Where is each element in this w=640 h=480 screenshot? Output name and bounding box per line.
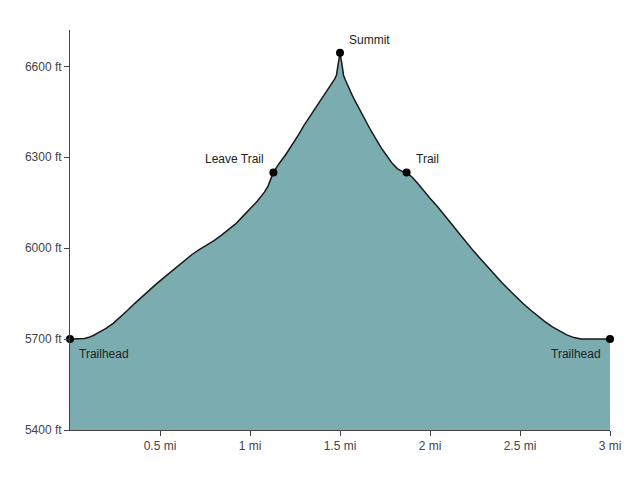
svg-text:Trail: Trail [416,152,439,166]
svg-text:Leave Trail: Leave Trail [205,152,264,166]
svg-text:5400 ft: 5400 ft [25,423,62,437]
svg-text:2 mi: 2 mi [419,439,442,453]
svg-text:1.5 mi: 1.5 mi [324,439,357,453]
svg-text:Trailhead: Trailhead [551,347,601,361]
svg-text:6000 ft: 6000 ft [25,241,62,255]
svg-text:5700 ft: 5700 ft [25,332,62,346]
svg-text:6300 ft: 6300 ft [25,150,62,164]
svg-text:Trailhead: Trailhead [79,347,129,361]
svg-text:3 mi: 3 mi [599,439,622,453]
svg-text:2.5 mi: 2.5 mi [504,439,537,453]
svg-text:1 mi: 1 mi [239,439,262,453]
svg-text:6600 ft: 6600 ft [25,60,62,74]
svg-text:Summit: Summit [349,33,390,47]
svg-text:0.5 mi: 0.5 mi [144,439,177,453]
